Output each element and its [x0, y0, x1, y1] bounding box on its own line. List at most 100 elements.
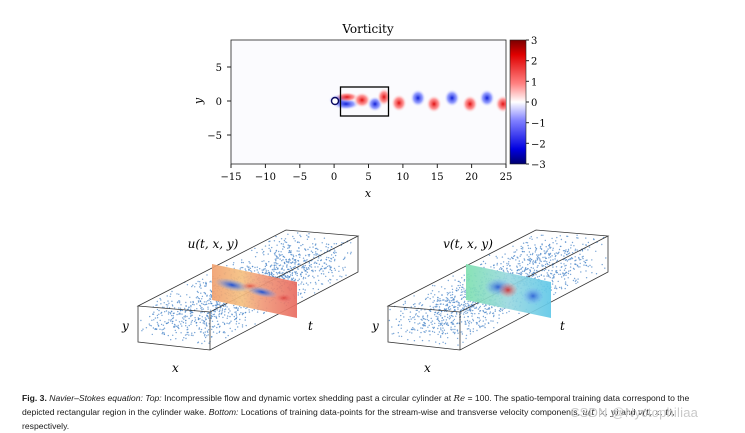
data-point — [298, 284, 300, 286]
data-point — [184, 311, 186, 313]
data-point — [287, 268, 289, 271]
data-point — [318, 257, 320, 259]
data-point — [268, 240, 270, 243]
data-point — [492, 315, 495, 318]
data-point — [453, 306, 455, 309]
data-point — [432, 301, 434, 303]
data-point — [221, 309, 223, 311]
data-point — [158, 313, 160, 315]
y-tick-label: 5 — [216, 63, 222, 74]
caption-text: , respectively. — [22, 407, 675, 431]
data-point — [451, 285, 453, 287]
data-point — [574, 256, 576, 258]
data-point — [172, 315, 174, 317]
data-point — [432, 326, 434, 329]
data-point — [585, 270, 587, 272]
data-point — [428, 340, 430, 342]
data-point — [549, 252, 552, 255]
data-point — [276, 244, 278, 246]
data-point — [560, 262, 562, 264]
data-point — [211, 320, 214, 322]
data-point — [552, 259, 554, 261]
data-point — [424, 322, 426, 325]
data-point — [288, 244, 290, 247]
data-point — [532, 267, 534, 269]
data-point — [553, 277, 555, 279]
data-point — [194, 319, 197, 321]
data-point — [212, 305, 214, 307]
data-point — [535, 248, 538, 250]
data-point — [509, 265, 511, 267]
data-point — [484, 323, 486, 325]
data-point — [555, 287, 557, 289]
data-point — [482, 260, 485, 263]
data-point — [329, 268, 331, 271]
data-point — [519, 265, 521, 267]
data-point — [452, 275, 454, 277]
data-point — [229, 322, 231, 324]
x-tick-label: 0 — [331, 172, 337, 183]
data-point — [203, 323, 206, 325]
data-point — [206, 330, 209, 332]
data-point — [333, 260, 336, 262]
data-point — [308, 253, 311, 256]
data-point — [273, 275, 275, 278]
data-point — [509, 268, 512, 270]
data-point — [478, 320, 480, 323]
data-point — [450, 314, 453, 317]
data-point — [334, 269, 336, 271]
data-point — [468, 328, 470, 330]
data-point — [291, 277, 293, 280]
data-point — [334, 254, 337, 257]
data-point — [454, 325, 456, 328]
data-point — [275, 268, 277, 271]
data-point — [585, 244, 587, 246]
data-point — [452, 320, 455, 322]
data-point — [574, 250, 576, 252]
data-point — [298, 278, 300, 280]
data-point — [156, 308, 159, 311]
data-point — [503, 270, 505, 272]
data-point — [205, 301, 207, 303]
data-point — [511, 269, 513, 271]
data-point — [201, 342, 203, 345]
data-point — [438, 331, 441, 333]
data-point — [463, 279, 466, 281]
data-point — [288, 268, 290, 271]
data-point — [149, 324, 151, 327]
data-point — [536, 254, 538, 256]
data-point — [326, 249, 329, 251]
data-point — [301, 266, 304, 268]
data-point — [415, 309, 417, 311]
data-point — [282, 265, 284, 267]
data-point — [543, 275, 545, 277]
data-point — [463, 300, 466, 302]
vorticity-figure: Vorticity −15 −10 −5 0 5 10 15 20 — [192, 22, 546, 200]
data-point — [165, 310, 168, 312]
data-point — [528, 251, 531, 253]
data-point — [215, 304, 217, 306]
data-point — [581, 250, 584, 252]
data-point — [205, 285, 207, 287]
data-point — [454, 309, 456, 311]
watermark: CSDN @Nyctophiliaa — [570, 405, 699, 420]
data-point — [307, 254, 310, 256]
data-point — [308, 274, 310, 277]
data-point — [578, 256, 580, 259]
data-point — [409, 316, 411, 318]
data-point — [431, 320, 434, 322]
data-point — [213, 313, 216, 315]
data-point — [318, 279, 320, 282]
data-point — [391, 326, 393, 328]
data-point — [548, 253, 550, 255]
data-point — [588, 246, 591, 248]
data-point — [199, 331, 202, 333]
data-point — [197, 280, 199, 283]
data-point — [240, 261, 243, 264]
data-point — [171, 290, 173, 293]
data-point — [446, 300, 448, 302]
data-point — [223, 303, 225, 305]
data-point — [253, 308, 255, 311]
data-point — [226, 265, 228, 267]
data-point — [301, 296, 303, 298]
